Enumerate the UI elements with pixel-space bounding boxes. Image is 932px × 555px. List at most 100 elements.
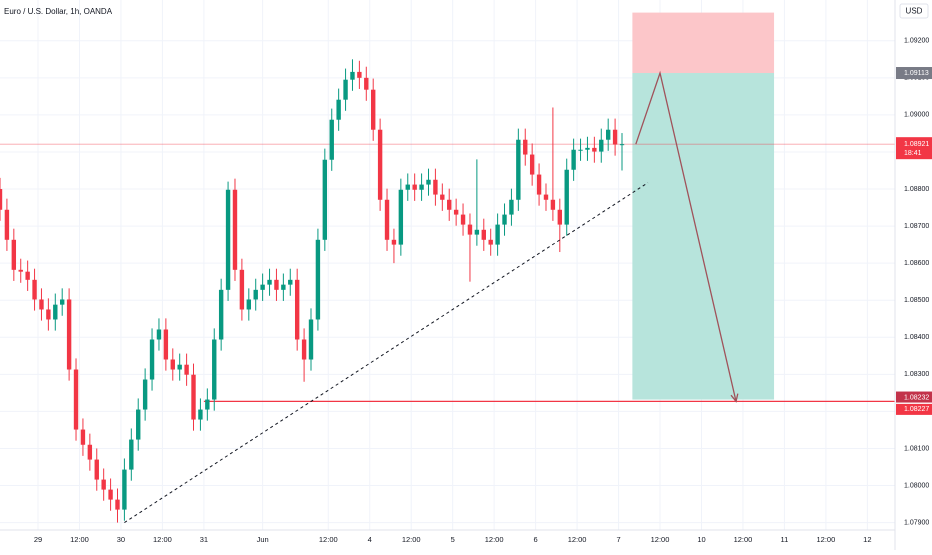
- currency-label: USD: [906, 7, 923, 16]
- y-tick-label: 1.08000: [904, 482, 929, 489]
- chart-title: Euro / U.S. Dollar, 1h, OANDA: [4, 7, 113, 16]
- candle-body: [564, 169, 569, 225]
- candle-body: [578, 149, 583, 151]
- candle-body: [0, 189, 3, 210]
- x-tick-label: 5: [451, 535, 455, 544]
- candle-body: [149, 339, 155, 380]
- x-tick-label: 29: [34, 535, 42, 544]
- trendline: [124, 182, 649, 524]
- candle-body: [523, 139, 528, 155]
- currency-box[interactable]: [899, 3, 929, 19]
- candle-body: [163, 329, 169, 360]
- candle-body: [343, 79, 348, 100]
- x-tick-label: 12:00: [734, 535, 753, 544]
- candle-body: [205, 399, 210, 410]
- candle-body: [315, 239, 321, 320]
- candle-body: [122, 469, 127, 510]
- x-tick-label: 12:00: [319, 535, 338, 544]
- x-tick-label: 12:00: [402, 535, 421, 544]
- candle-body: [585, 147, 590, 150]
- candle-body: [495, 224, 500, 245]
- y-tick-label: 1.08500: [904, 297, 929, 304]
- candle-body: [322, 159, 328, 240]
- candle-body: [502, 214, 507, 225]
- candle-body: [288, 279, 293, 285]
- candle-body: [301, 339, 307, 360]
- candle-body: [156, 329, 162, 340]
- candle-body: [246, 299, 252, 310]
- x-tick-label: 7: [616, 535, 620, 544]
- candle-body: [60, 299, 65, 305]
- candle-body: [557, 209, 563, 225]
- level-price-box: [896, 403, 932, 415]
- level-price-label: 1.08227: [904, 406, 929, 413]
- x-tick-label: 10: [697, 535, 705, 544]
- candle-body: [329, 119, 334, 160]
- candle-body: [170, 359, 175, 370]
- candle-body: [529, 154, 535, 175]
- candle-body: [384, 199, 390, 240]
- current-price-label: 1.08921: [904, 141, 929, 148]
- y-tick-label: 1.08700: [904, 223, 929, 230]
- target-price-label: 1.08232: [904, 394, 929, 401]
- candle-body: [481, 229, 486, 240]
- candle-body: [218, 289, 224, 340]
- candle-body: [474, 229, 480, 235]
- candle-body: [599, 139, 604, 152]
- x-tick-label: 31: [200, 535, 208, 544]
- candle-body: [467, 224, 473, 235]
- candle-body: [488, 239, 493, 245]
- y-tick-label: 1.08400: [904, 334, 929, 341]
- entry-price-label: 1.09113: [904, 70, 929, 77]
- candle-body: [25, 271, 30, 280]
- candle-body: [336, 99, 341, 120]
- candle-body: [405, 184, 410, 190]
- candle-body: [46, 309, 51, 320]
- x-tick-label: 4: [368, 535, 372, 544]
- candle-body: [350, 71, 355, 80]
- candle-body: [39, 299, 44, 310]
- x-tick-label: 12:00: [485, 535, 504, 544]
- y-tick-label: 1.09200: [904, 38, 929, 45]
- x-tick-label: 12:00: [816, 535, 835, 544]
- candle-body: [73, 369, 79, 430]
- x-tick-label: 30: [117, 535, 125, 544]
- y-tick-label: 1.09000: [904, 112, 929, 119]
- candle-body: [136, 409, 141, 440]
- candle-body: [447, 199, 452, 210]
- target-zone: [632, 73, 775, 400]
- x-tick-label: Jun: [257, 535, 269, 544]
- candle-body: [377, 129, 383, 200]
- candle-body: [191, 374, 196, 420]
- x-tick-label: 6: [534, 535, 538, 544]
- candle-body: [419, 184, 424, 190]
- stop-zone: [632, 12, 775, 74]
- y-tick-label: 1.08300: [904, 371, 929, 378]
- candle-body: [619, 144, 625, 146]
- candle-body: [232, 189, 238, 270]
- candle-body: [433, 179, 438, 195]
- candle-body: [253, 289, 258, 300]
- candle-body: [605, 129, 611, 140]
- candle-body: [294, 279, 300, 340]
- candle-body: [115, 499, 120, 510]
- x-tick-label: 12: [863, 535, 871, 544]
- x-tick-label: 12:00: [568, 535, 587, 544]
- candle-body: [80, 429, 86, 445]
- x-tick-label: 12:00: [651, 535, 670, 544]
- candle-body: [274, 279, 279, 290]
- candle-body: [426, 179, 431, 185]
- candle-body: [94, 459, 99, 480]
- candle-body: [592, 147, 597, 152]
- y-tick-label: 1.08100: [904, 445, 929, 452]
- candle-body: [239, 269, 245, 310]
- candle-body: [440, 194, 445, 200]
- x-tick-label: 11: [781, 535, 789, 544]
- projection-arrow: [635, 70, 737, 402]
- candle-body: [184, 364, 189, 375]
- x-tick-label: 12:00: [153, 535, 172, 544]
- candle-body: [412, 184, 417, 190]
- plot-area: [0, 12, 895, 524]
- candle-body: [212, 339, 217, 400]
